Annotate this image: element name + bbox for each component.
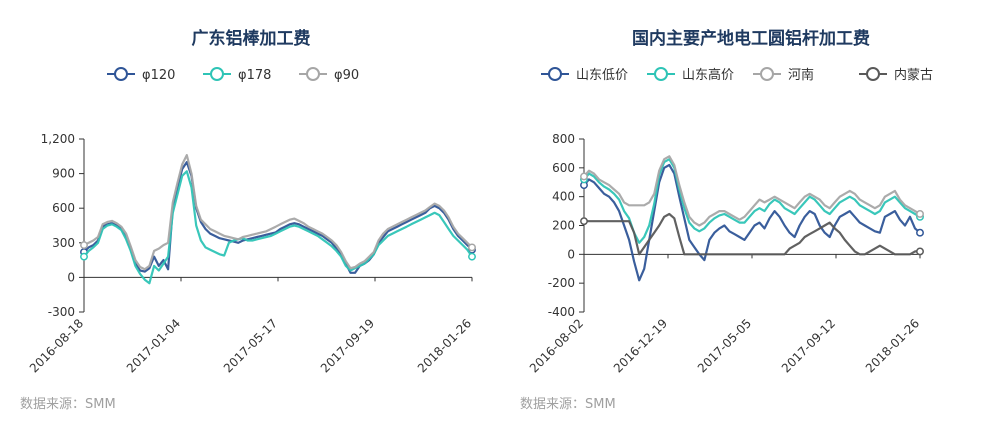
legend-marker-icon (114, 67, 128, 81)
chart-title: 广东铝棒加工费 (192, 28, 311, 49)
legend-label: φ90 (334, 68, 359, 83)
series-line-0 (83, 161, 473, 274)
legend-item[interactable]: φ120 (107, 67, 175, 83)
x-tick-label: 2016-08-18 (27, 316, 86, 375)
x-tick-label: 2018-01-26 (415, 316, 474, 375)
x-tick-label: 2017-05-05 (695, 316, 754, 375)
y-tick-label: 0 (567, 247, 575, 261)
x-tick-label: 2017-09-12 (779, 316, 838, 375)
x-tick-label: 2018-01-26 (863, 316, 922, 375)
y-tick-label: 300 (52, 236, 75, 250)
series-line-3 (584, 212, 920, 256)
y-tick-label: 900 (52, 167, 75, 181)
legend-label: 内蒙古 (894, 67, 933, 83)
source-note: 数据来源：SMM (520, 397, 616, 412)
chart-right: 国内主要产地电工圆铝杆加工费 山东低价 山东高价 河南 内蒙古 800 600 400 20… (520, 28, 933, 412)
y-tick-label: 600 (552, 161, 575, 175)
legend-label: 山东低价 (576, 68, 628, 83)
x-tick-label: 2016-12-19 (611, 316, 670, 375)
y-tick-label: -200 (548, 276, 575, 290)
source-note: 数据来源：SMM (20, 397, 116, 412)
series-line-1 (83, 170, 473, 285)
series-marker (80, 252, 88, 261)
series-marker (580, 172, 588, 181)
series-marker (916, 247, 924, 256)
legend-label: 山东高价 (682, 67, 734, 83)
series-marker (468, 243, 476, 252)
x-tick-label: 2017-01-04 (124, 316, 183, 375)
series-line-0 (583, 163, 921, 282)
series-marker (80, 241, 88, 250)
legend-item[interactable]: 河南 (753, 67, 814, 83)
y-tick-label: -300 (48, 305, 75, 319)
x-tick-label: 2017-09-19 (318, 316, 377, 375)
y-tick-label: 400 (552, 190, 575, 204)
legend-marker-icon (654, 67, 668, 81)
legend-marker-icon (306, 67, 320, 81)
y-tick-label: 0 (67, 270, 75, 284)
legend-item[interactable]: φ178 (203, 67, 271, 83)
series-line-2 (583, 155, 921, 227)
x-tick-label: 2016-08-02 (527, 316, 586, 375)
legend-item[interactable]: 山东低价 (541, 67, 628, 83)
y-tick-label: 200 (552, 219, 575, 233)
legend-marker-icon (210, 67, 224, 81)
legend: φ120 φ178 φ90 (107, 67, 359, 83)
y-tick-label: 600 (52, 201, 75, 215)
chart-title: 国内主要产地电工圆铝杆加工费 (632, 28, 870, 49)
legend-label: 河南 (788, 67, 814, 83)
legend-label: φ120 (142, 68, 175, 83)
series-marker (916, 210, 924, 218)
chart-left: 广东铝棒加工费 φ120 φ178 φ90 1,2009006003000-3002… (20, 28, 476, 412)
series-line-1 (583, 158, 921, 244)
series-marker (916, 228, 924, 237)
y-tick-label: -400 (548, 305, 575, 319)
legend-marker-icon (760, 67, 774, 81)
legend-item[interactable]: 内蒙古 (859, 67, 933, 83)
y-tick-label: 1,200 (41, 132, 75, 146)
legend-marker-icon (866, 67, 880, 81)
series-line-2 (83, 154, 473, 271)
y-tick-label: 800 (552, 132, 575, 146)
x-tick-label: 2017-05-17 (221, 316, 280, 375)
series-marker (468, 252, 476, 261)
series-marker (580, 217, 588, 226)
legend-label: φ178 (238, 68, 271, 83)
legend-item[interactable]: 山东高价 (647, 67, 734, 83)
legend: 山东低价 山东高价 河南 内蒙古 (541, 67, 933, 83)
legend-item[interactable]: φ90 (299, 67, 359, 83)
legend-marker-icon (548, 67, 562, 81)
